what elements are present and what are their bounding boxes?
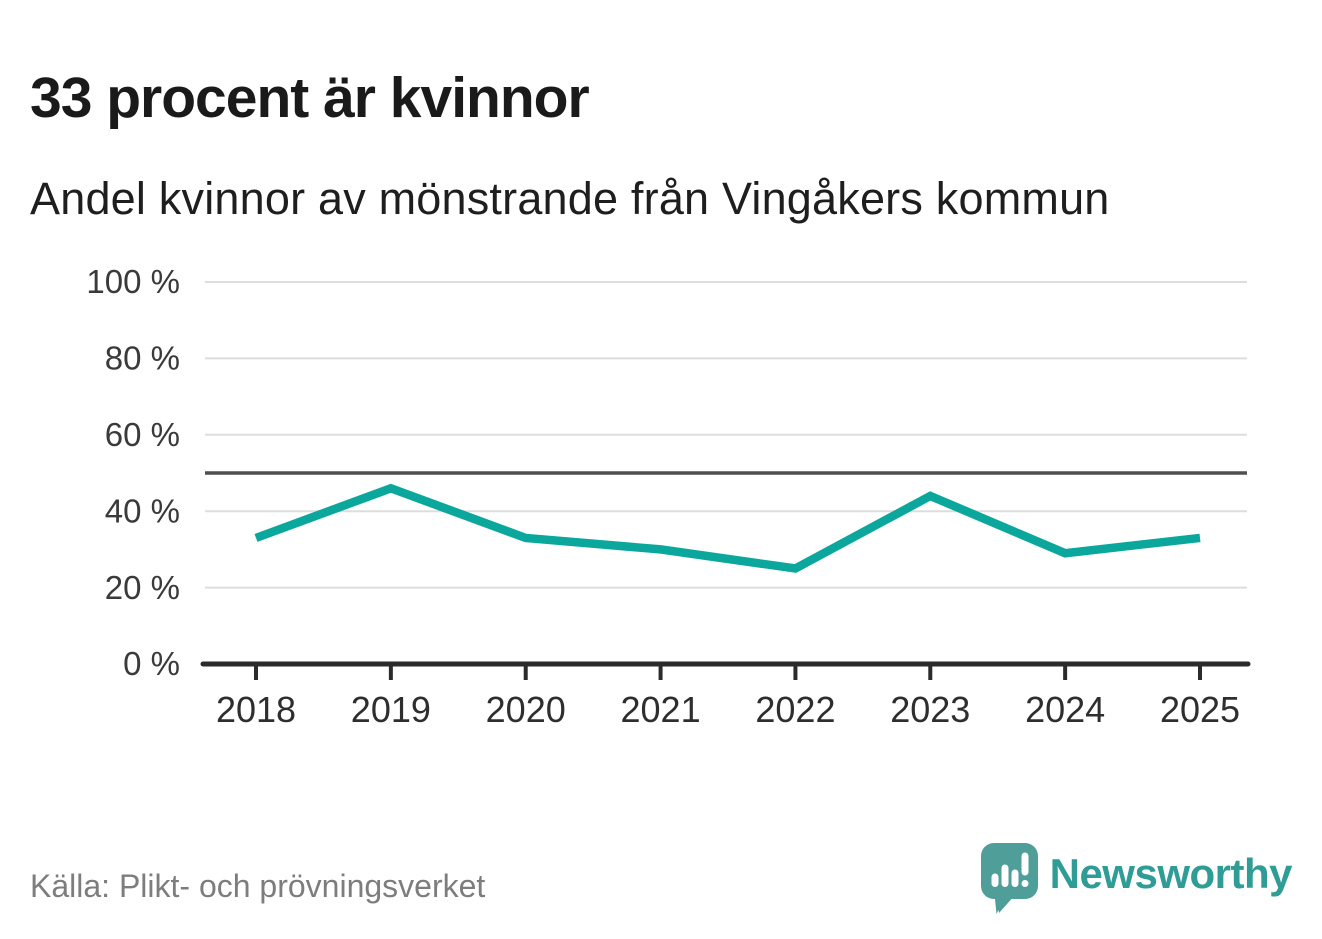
x-tick-label: 2019	[351, 689, 431, 730]
x-tick-label: 2025	[1160, 689, 1240, 730]
newsworthy-logo: Newsworthy	[980, 843, 1293, 915]
chart-subtitle: Andel kvinnor av mönstrande från Vingåke…	[30, 173, 1110, 224]
y-tick-label: 100 %	[86, 263, 180, 300]
y-tick-label: 60 %	[105, 416, 180, 453]
bar-chart-speech-bubble-icon	[980, 843, 1038, 914]
x-tick-label: 2023	[890, 689, 970, 730]
chart-title: 33 procent är kvinnor	[30, 66, 590, 131]
source-note: Källa: Plikt- och prövningsverket	[30, 868, 486, 904]
x-tick-label: 2021	[621, 689, 701, 730]
y-tick-label: 40 %	[105, 492, 180, 529]
y-tick-label: 0 %	[123, 645, 180, 682]
data-line	[254, 483, 1201, 573]
brand-wordmark: Newsworthy	[1049, 850, 1293, 897]
y-tick-label: 20 %	[105, 569, 180, 606]
y-tick-label: 80 %	[105, 340, 180, 377]
x-tick-label: 2018	[216, 689, 296, 730]
x-tick-label: 2022	[755, 689, 835, 730]
x-tick-label: 2020	[486, 689, 566, 730]
x-tick-label: 2024	[1025, 689, 1105, 730]
